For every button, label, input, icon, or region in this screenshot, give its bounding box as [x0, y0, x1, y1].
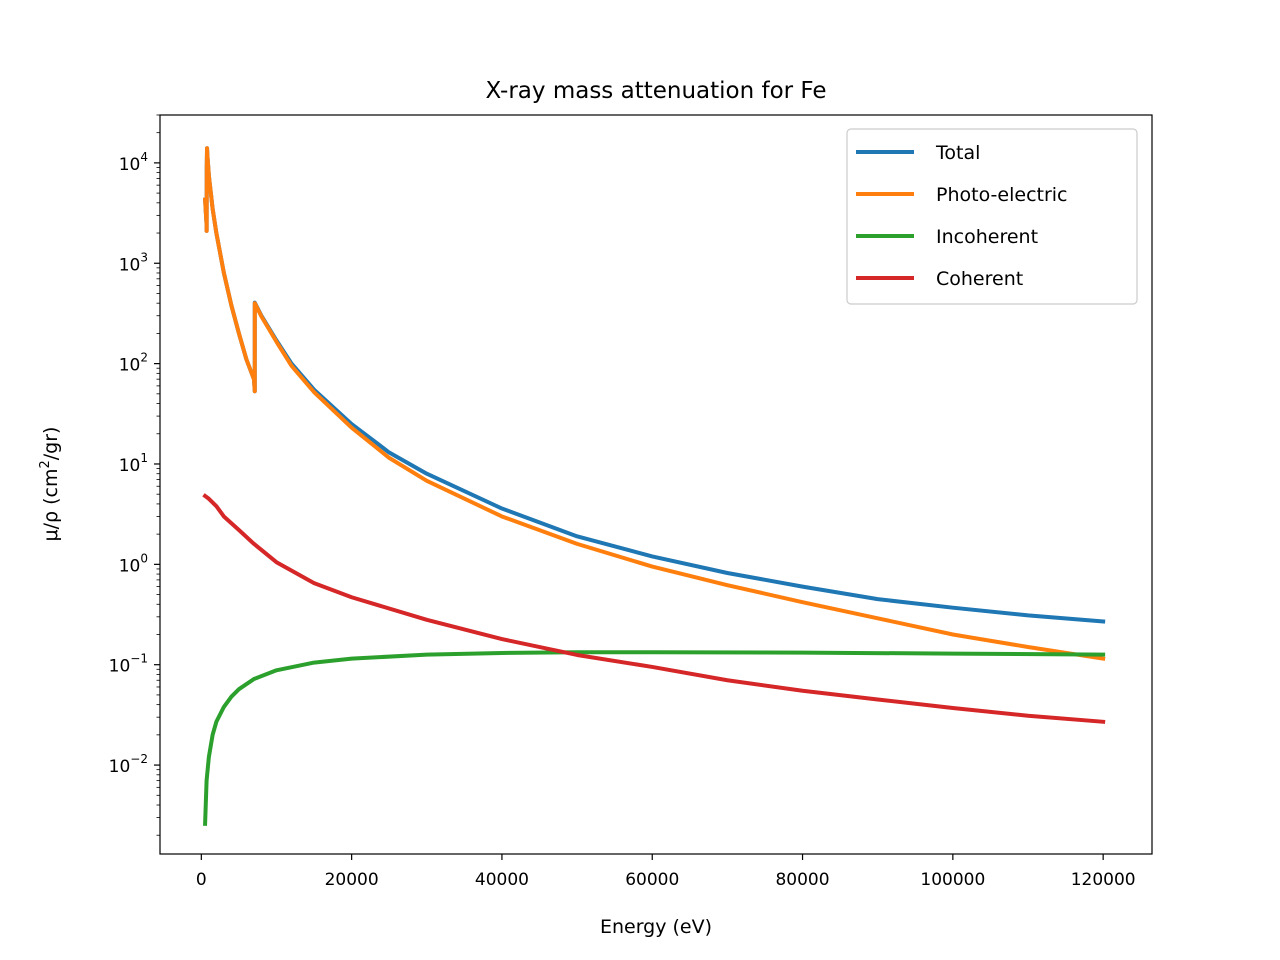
x-tick-label: 60000: [625, 870, 679, 890]
x-tick-label: 100000: [920, 870, 985, 890]
y-tick-base: 10: [119, 456, 141, 476]
legend-label-coherent: Coherent: [936, 268, 1023, 290]
legend-label-photo-electric: Photo-electric: [936, 184, 1068, 206]
y-tick-exponent: −2: [130, 752, 148, 766]
y-tick-exponent: 4: [140, 150, 148, 164]
x-tick-label: 80000: [775, 870, 829, 890]
y-tick-base: 10: [109, 757, 131, 777]
series-line-coherent: [202, 493, 1106, 724]
legend: Total Photo-electric Incoherent Coherent: [846, 128, 1138, 305]
y-tick-base: 10: [119, 155, 141, 175]
y-axis-label: μ/ρ (cm2/gr): [38, 427, 62, 542]
y-tick-base: 10: [119, 556, 141, 576]
series-layer: [202, 146, 1106, 826]
x-tick-label: 0: [196, 870, 207, 890]
y-tick-label: 103: [119, 250, 148, 275]
y-tick-exponent: 2: [140, 351, 148, 365]
y-tick-base: 10: [119, 356, 141, 376]
y-tick-label: 102: [119, 351, 148, 376]
chart-title: X-ray mass attenuation for Fe: [485, 78, 826, 104]
axes-frame: [159, 114, 1153, 855]
x-axis-ticks: 0 20000 40000 60000 80000 100000 120000: [196, 854, 1136, 890]
x-axis-label: Energy (eV): [600, 916, 712, 938]
legend-box: [846, 128, 1138, 305]
y-tick-exponent: 0: [140, 551, 148, 565]
x-tick-label: 40000: [475, 870, 529, 890]
legend-label-incoherent: Incoherent: [936, 226, 1038, 248]
legend-label-total: Total: [935, 142, 980, 164]
y-tick-exponent: −1: [130, 652, 148, 666]
y-tick-label: 104: [119, 150, 148, 175]
y-axis-label-tail: /gr): [40, 427, 62, 461]
y-tick-label: 10−1: [109, 652, 148, 677]
y-tick-exponent: 1: [140, 451, 148, 465]
y-tick-exponent: 3: [140, 250, 148, 264]
y-tick-label: 100: [119, 551, 148, 576]
y-axis-label-superscript: 2: [38, 460, 53, 468]
y-axis-label-main: μ/ρ (cm: [40, 469, 62, 542]
series-line-incoherent: [203, 650, 1106, 826]
x-tick-label: 120000: [1071, 870, 1136, 890]
y-tick-label: 10−2: [109, 752, 148, 777]
series-line-photo-electric: [202, 146, 1106, 661]
y-tick-base: 10: [119, 255, 141, 275]
y-tick-label: 101: [119, 451, 148, 476]
plot-area: 0 20000 40000 60000 80000 100000 120000 10−210…: [109, 114, 1153, 890]
x-tick-label: 20000: [325, 870, 379, 890]
y-tick-base: 10: [109, 657, 131, 677]
